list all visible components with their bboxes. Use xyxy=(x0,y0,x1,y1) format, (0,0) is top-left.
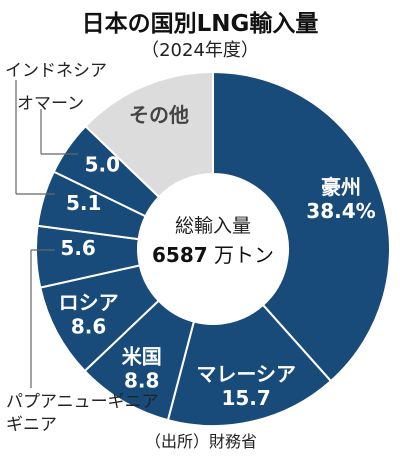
slice-7 xyxy=(84,70,214,199)
slice-value-2: 8.8 xyxy=(124,369,159,393)
slice-label-6: 5.0 xyxy=(85,153,120,177)
slice-0 xyxy=(212,70,391,383)
outside-label-indonesia: インドネシア xyxy=(5,61,107,81)
slice-value-1: 15.7 xyxy=(221,386,270,410)
slice-value-3: 8.6 xyxy=(71,314,106,338)
leader-lines xyxy=(15,80,78,388)
slice-label-4: 5.6 xyxy=(60,236,95,260)
outside-label-papua-line2: ギニア xyxy=(6,415,57,435)
center-total-value: 6587 万トン xyxy=(152,243,274,267)
slices-layer xyxy=(35,70,391,427)
center-total-unit: 万トン xyxy=(214,243,274,267)
slice-name-3: ロシア xyxy=(59,290,119,314)
slice-label-0: 豪州 38.4% xyxy=(306,175,375,223)
slice-label-3: ロシア 8.6 xyxy=(59,290,119,338)
outside-label-papua-line1: パプアニューギニア xyxy=(6,392,159,412)
chart-subtitle: （2024年度） xyxy=(141,40,259,61)
center-total-number: 6587 xyxy=(152,243,208,267)
slice-label-5: 5.1 xyxy=(66,191,101,215)
slice-name-2: 米国 xyxy=(122,345,162,369)
slice-label-7: その他 xyxy=(129,103,189,127)
chart-title: 日本の国別LNG輸入量 xyxy=(82,10,319,37)
slice-value-0: 38.4% xyxy=(306,199,375,223)
slice-name-1: マレーシア xyxy=(196,362,296,386)
source-note: （出所）財務省 xyxy=(145,432,257,451)
slice-label-1: マレーシア 15.7 xyxy=(196,362,296,410)
slice-1 xyxy=(166,303,333,427)
center-total-label: 総輸入量 xyxy=(175,215,251,237)
slice-label-2: 米国 8.8 xyxy=(122,345,162,393)
outside-label-oman: オマーン xyxy=(17,94,84,114)
slice-name-0: 豪州 xyxy=(321,175,361,199)
